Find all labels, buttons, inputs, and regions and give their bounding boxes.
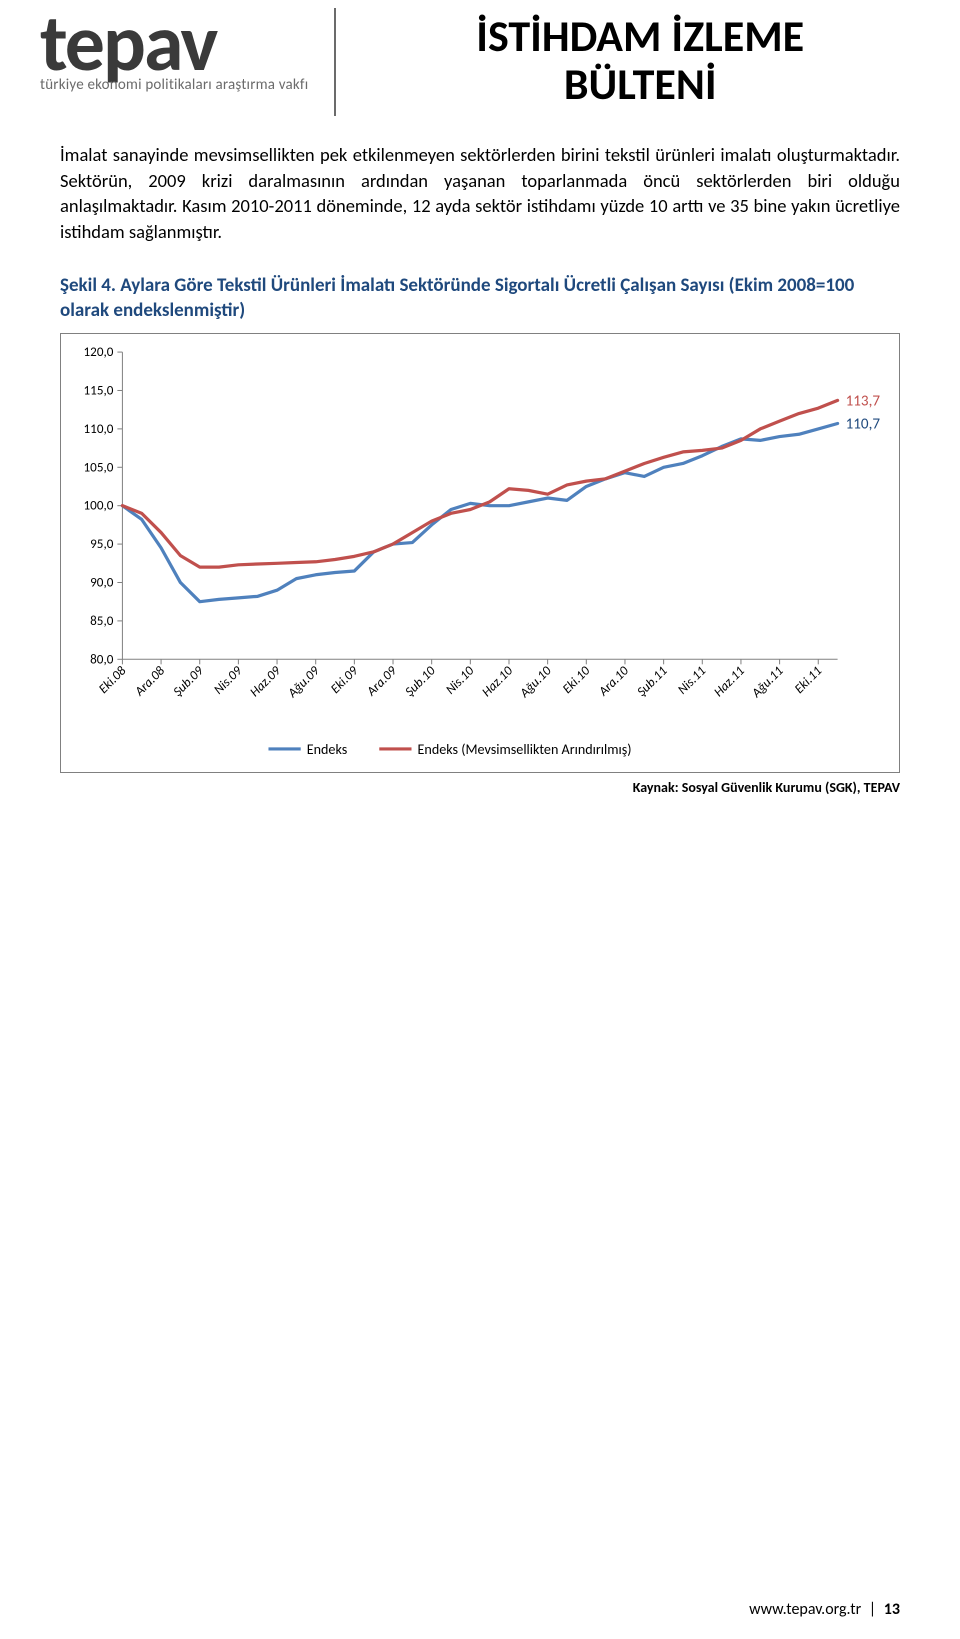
footer-page-number: 13 [884, 1600, 900, 1619]
footer-url: www.tepav.org.tr [749, 1600, 861, 1619]
y-tick-label: 90,0 [90, 575, 114, 591]
y-tick-label: 85,0 [90, 613, 114, 629]
legend-label: Endeks [307, 741, 348, 758]
chart-svg: 80,0 85,0 90,0 95,0 100,0 105,0 110,0 115,0 120,… [67, 342, 893, 765]
page-footer: www.tepav.org.tr | 13 [749, 1600, 900, 1619]
chart-source: Kaynak: Sosyal Güvenlik Kurumu (SGK), TE… [0, 773, 960, 796]
logo-block: tepav türkiye ekonomi politikaları araşt… [40, 8, 308, 94]
page-container: tepav türkiye ekonomi politikaları araşt… [0, 0, 960, 1639]
bulletin-title-line1: İSTİHDAM İZLEME [360, 12, 920, 60]
y-tick-label: 120,0 [84, 345, 114, 361]
header-divider [334, 8, 336, 116]
bulletin-title: İSTİHDAM İZLEME BÜLTENİ [360, 8, 920, 109]
bulletin-title-line2: BÜLTENİ [360, 60, 920, 108]
body-paragraph: İmalat sanayinde mevsimsellikten pek etk… [0, 116, 960, 244]
logo-subtitle: türkiye ekonomi politikaları araştırma v… [40, 76, 308, 94]
y-tick-label: 105,0 [84, 460, 114, 476]
figure-title: Şekil 4. Aylara Göre Tekstil Ürünleri İm… [0, 244, 960, 323]
series-end-label: 113,7 [846, 393, 881, 411]
legend-label: Endeks (Mevsimsellikten Arındırılmış) [418, 741, 632, 758]
y-tick-label: 110,0 [84, 421, 114, 437]
footer-separator: | [865, 1600, 880, 1619]
y-tick-label: 100,0 [84, 498, 114, 514]
y-tick-label: 80,0 [90, 652, 114, 668]
page-header: tepav türkiye ekonomi politikaları araşt… [0, 0, 960, 116]
y-tick-label: 95,0 [90, 537, 114, 553]
chart-container: 80,0 85,0 90,0 95,0 100,0 105,0 110,0 115,0 120,… [60, 333, 900, 772]
y-tick-label: 115,0 [84, 383, 114, 399]
logo-wordmark: tepav [40, 8, 308, 80]
series-end-label: 110,7 [846, 416, 881, 434]
